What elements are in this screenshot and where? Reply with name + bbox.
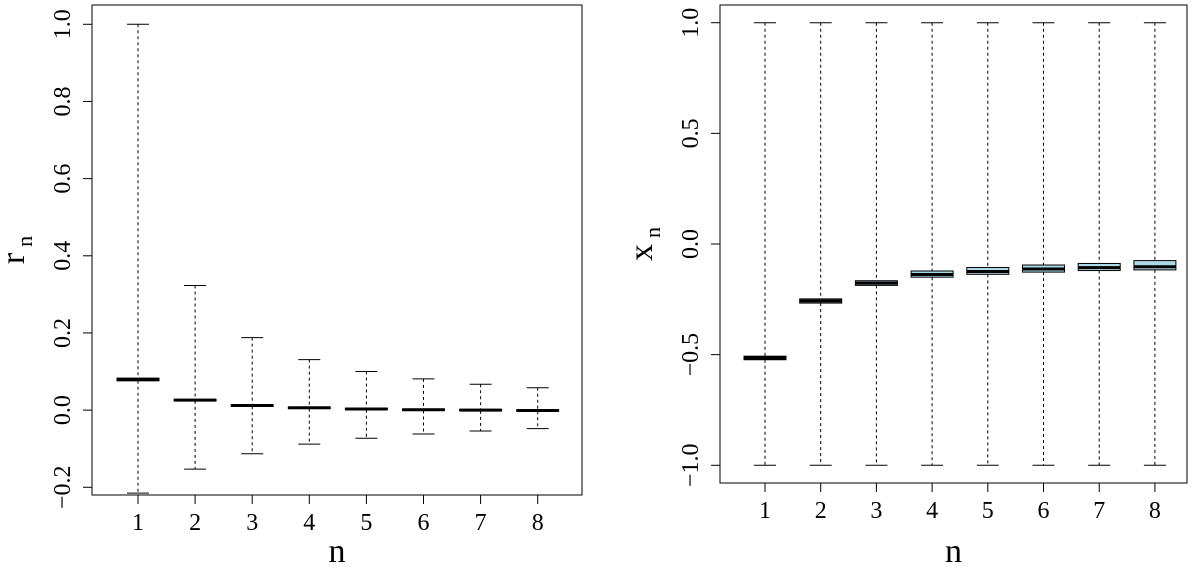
y-tick-label: 0.0 bbox=[678, 229, 704, 259]
x-tick-label: 6 bbox=[1038, 498, 1050, 524]
x-tick-label: 7 bbox=[475, 510, 487, 536]
left-boxplot-panel: −0.20.00.20.40.60.81.012345678nrn bbox=[0, 4, 583, 567]
x-tick-label: 2 bbox=[815, 498, 827, 524]
x-tick-label: 5 bbox=[982, 498, 994, 524]
x-axis-title: n bbox=[329, 533, 346, 567]
x-tick-label: 4 bbox=[926, 498, 938, 524]
x-tick-label: 6 bbox=[418, 510, 430, 536]
y-tick-label: −1.0 bbox=[678, 444, 704, 488]
y-axis-title-main: r bbox=[0, 252, 32, 264]
y-tick-label: 0.5 bbox=[678, 118, 704, 148]
y-tick-label: 1.0 bbox=[50, 9, 76, 39]
x-tick-label: 3 bbox=[870, 498, 882, 524]
y-axis-title: rn bbox=[0, 236, 37, 264]
y-axis-title-main: x bbox=[623, 244, 660, 261]
x-tick-label: 5 bbox=[360, 510, 372, 536]
y-tick-label: 0.8 bbox=[50, 86, 76, 116]
y-axis-title: xn bbox=[623, 227, 665, 261]
x-tick-label: 3 bbox=[246, 510, 258, 536]
y-axis-title-subscript: n bbox=[640, 227, 665, 238]
x-tick-label: 1 bbox=[759, 498, 771, 524]
y-tick-label: 1.0 bbox=[678, 8, 704, 38]
plot-frame bbox=[91, 4, 583, 496]
x-tick-label: 4 bbox=[303, 510, 315, 536]
y-tick-label: 0.0 bbox=[50, 395, 76, 425]
y-tick-label: 0.4 bbox=[50, 241, 76, 271]
y-tick-label: −0.5 bbox=[678, 333, 704, 377]
x-tick-label: 1 bbox=[132, 510, 144, 536]
x-tick-label: 8 bbox=[1149, 498, 1161, 524]
x-tick-label: 2 bbox=[189, 510, 201, 536]
y-axis-title-subscript: n bbox=[12, 236, 37, 247]
x-tick-label: 8 bbox=[532, 510, 544, 536]
x-axis-title: n bbox=[945, 533, 962, 567]
y-tick-label: 0.2 bbox=[50, 318, 76, 348]
y-tick-label: 0.6 bbox=[50, 164, 76, 194]
box-body bbox=[1133, 260, 1177, 271]
y-tick-label: −0.2 bbox=[50, 466, 76, 510]
plot-frame bbox=[719, 4, 1188, 484]
x-tick-label: 7 bbox=[1093, 498, 1105, 524]
